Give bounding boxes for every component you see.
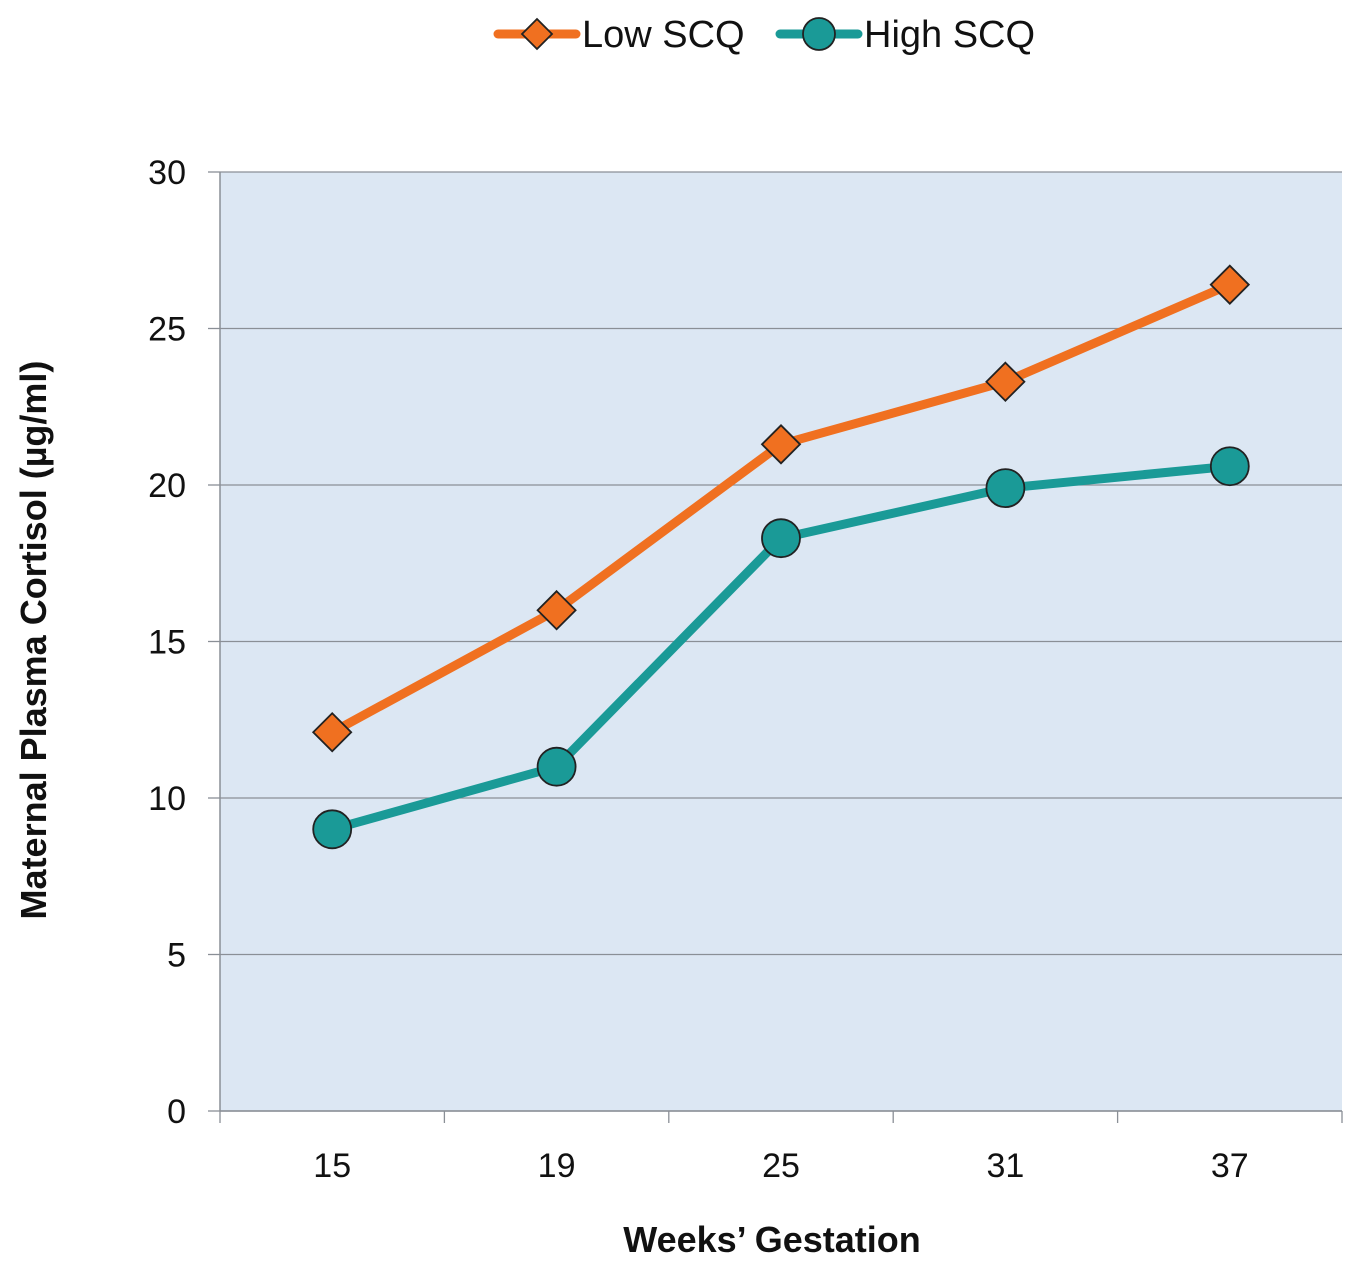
y-tick-label: 10 (148, 780, 186, 818)
x-axis-ticks: 15 19 25 31 37 (219, 1111, 1343, 1185)
data-point (536, 746, 577, 787)
x-axis-title: Weeks’ Gestation (623, 1219, 920, 1260)
x-tick-label: 25 (762, 1147, 800, 1185)
legend-swatch-marker (802, 17, 836, 51)
x-tick-label: 31 (986, 1147, 1024, 1185)
x-tick-label: 19 (538, 1147, 576, 1185)
legend-item: Low SCQ (493, 14, 745, 56)
legend-item: High SCQ (775, 14, 1035, 56)
data-point (985, 361, 1026, 402)
data-point (760, 424, 802, 465)
y-axis-title: Maternal Plasma Cortisol (µg/ml) (13, 361, 54, 920)
data-point (761, 518, 801, 559)
y-tick-label: 25 (148, 311, 186, 349)
y-tick-label: 0 (167, 1093, 186, 1131)
legend-label: High SCQ (864, 14, 1035, 56)
y-tick-label: 30 (148, 154, 186, 192)
series-layer (311, 264, 1251, 850)
data-point (985, 468, 1026, 509)
data-point (312, 809, 353, 850)
legend: Low SCQ High SCQ (493, 14, 1035, 56)
y-axis-ticks: 0 5 10 15 20 25 30 (148, 154, 220, 1131)
series-low-scq (311, 264, 1251, 753)
data-point (1209, 446, 1250, 487)
y-tick-label: 15 (148, 624, 186, 662)
data-point (536, 589, 577, 631)
y-tick-label: 20 (148, 467, 186, 505)
x-tick-label: 15 (313, 1147, 351, 1185)
y-tick-label: 5 (167, 937, 186, 975)
legend-label: Low SCQ (582, 14, 745, 56)
x-tick-label: 37 (1211, 1147, 1249, 1185)
data-point (311, 711, 353, 753)
legend-swatch-marker (520, 17, 554, 51)
data-point (1209, 264, 1251, 305)
series-high-scq (312, 446, 1250, 850)
